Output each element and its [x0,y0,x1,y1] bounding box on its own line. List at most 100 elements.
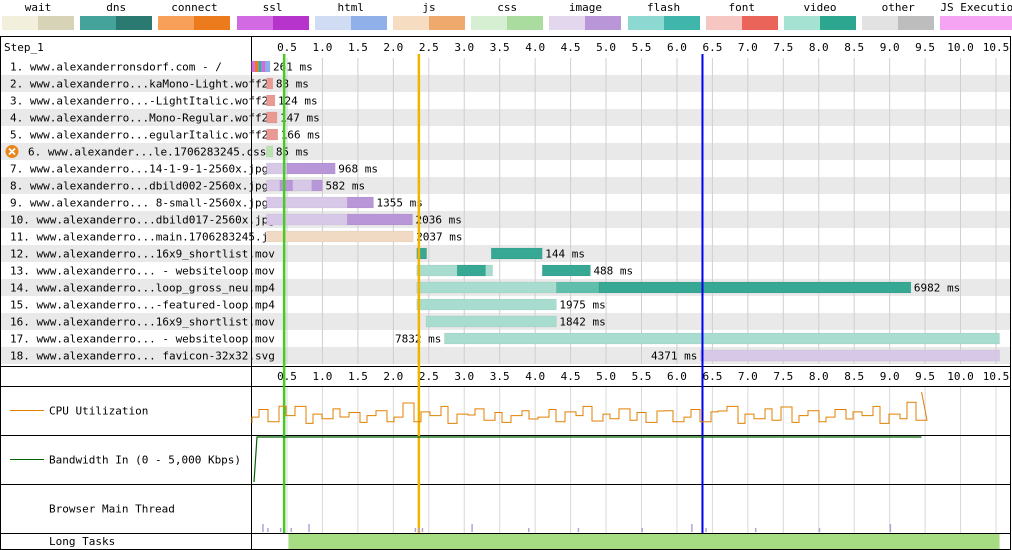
main-thread-tick [818,528,821,532]
legend-item-other: other [862,0,935,34]
request-label: 6. www.alexander...le.1706283245.css [28,146,266,159]
warning-icon [5,145,19,158]
main-thread-tick [754,528,757,532]
request-label: 7. www.alexanderro...14-1-9-1-2560x.jpg [10,163,268,176]
tick-label: 4.5 [561,41,581,54]
tick-label: 9.5 [915,370,935,383]
request-duration: 88 ms [276,78,309,91]
request-bar-segment [416,281,557,294]
request-bar-segment [416,298,557,311]
request-duration: 166 ms [281,129,321,142]
tick-label: 5.5 [632,370,652,383]
tick-label: 0.5 [277,370,297,383]
request-bar-segment [266,128,279,141]
request-bar-segment [311,162,336,175]
legend-swatch [471,16,544,30]
request-bar-segment [311,179,323,192]
request-label: 5. www.alexanderro...egularItalic.woff2 [10,129,268,142]
request-bar-segment [266,230,414,243]
request-label: 1. www.alexanderronsdorf.com - / [10,61,222,74]
cpu-trace [251,391,928,424]
row-stripe [1,109,1010,126]
legend-item-html: html [314,0,387,34]
request-duration: 2037 ms [416,231,462,244]
request-label: 9. www.alexanderro... 8-small-2560x.jpg [10,197,268,210]
main-thread-tick [290,528,293,532]
tick-label: 5.5 [632,41,652,54]
legend-item-js: js [393,0,465,34]
tick-label: 1.5 [348,41,368,54]
request-bar-segment [261,61,266,72]
legend-label: js [422,1,436,14]
tick-label: 2.0 [383,41,403,54]
bandwidth-trace [253,436,922,483]
request-label: 10. www.alexanderro...dbild017-2560x.jpg [10,214,275,227]
panel-label: CPU Utilization [49,405,148,418]
request-bar-segment [598,281,912,294]
tick-label: 7.5 [773,370,793,383]
tick-label: 3.5 [490,41,510,54]
row-stripe [1,75,1010,92]
tick-label: 1.0 [313,370,333,383]
request-bar-segment [258,61,262,72]
tick-label: 8.0 [809,370,829,383]
request-label: 18. www.alexanderro... favicon-32x32.svg [10,350,275,363]
tick-label: 9.5 [915,41,935,54]
request-duration: 2036 ms [415,214,461,227]
main-thread-tick [705,528,707,532]
request-label: 15. www.alexanderro...-featured-loop.mp4 [10,299,275,312]
panel-label: Bandwidth In (0 - 5,000 Kbps) [49,454,241,467]
row-stripe [1,211,1010,228]
request-duration: 1842 ms [559,316,605,329]
request-bar-segment [700,349,1000,362]
request-duration: 1355 ms [376,197,422,210]
tick-label: 0.5 [277,41,297,54]
tick-label: 2.0 [383,370,403,383]
legend-label: flash [647,1,681,14]
tick-label: 8.5 [844,370,864,383]
legend-label: font [728,1,756,14]
request-duration: 488 ms [593,265,633,278]
request-bar-segment [416,247,427,260]
request-bar-segment [254,61,259,72]
main-thread-tick [577,528,580,532]
request-label: 2. www.alexanderro...kaMono-Light.woff2 [10,78,268,91]
legend: wait dns connect ssl html js css image flash font… [0,0,1012,34]
panel-label: Long Tasks [49,535,115,548]
tick-label: 6.0 [667,370,687,383]
main-thread-tick [471,524,473,532]
tick-label: 3.5 [490,370,510,383]
request-bar-segment [490,247,543,260]
legend-item-font: font [705,0,778,34]
request-label: 12. www.alexanderro...16x9_shortlist.mov [10,248,275,261]
tick-label: 3.0 [454,370,474,383]
legend-label: html [337,1,365,14]
request-duration: 85 ms [276,146,309,159]
legend-swatch [940,16,1012,30]
tick-label: 1.0 [313,41,333,54]
tick-label: 7.5 [773,41,793,54]
request-bar-segment [556,281,600,294]
tick-label: 6.0 [667,41,687,54]
request-label: 11. www.alexanderro...main.1706283245.js [10,231,275,244]
main-thread-tick [414,528,417,532]
request-bar-segment [266,111,278,124]
request-label: 14. www.alexanderro...loop_gross_neu.mp4 [10,282,275,295]
legend-label: dns [106,1,127,14]
tick-label: 10.5 [983,370,1010,383]
legend-item-video: video [784,0,856,34]
request-bar-segment [292,179,313,192]
tick-label: 9.0 [880,41,900,54]
panel-label: Browser Main Thread [49,503,175,516]
request-bar-segment [251,61,255,72]
request-bar-segment [347,213,413,226]
main-thread-tick [528,528,530,532]
request-duration: 147 ms [280,112,320,125]
request-bar-segment [266,213,348,226]
long-tasks-bar [288,534,1000,549]
request-bar-segment [416,264,493,277]
legend-swatch [393,16,465,30]
request-duration: 968 ms [338,163,378,176]
step-label: Step_1 [4,41,44,54]
